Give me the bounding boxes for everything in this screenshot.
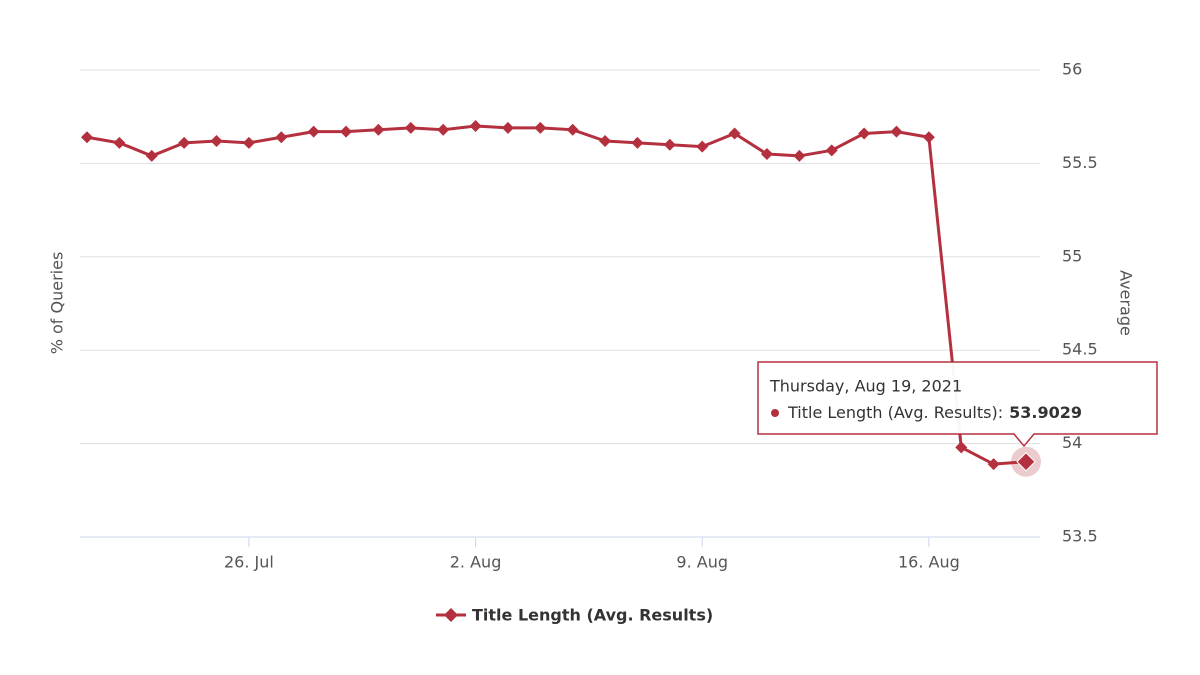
marker	[922, 131, 935, 144]
marker	[81, 131, 93, 144]
marker	[469, 120, 482, 133]
marker	[242, 136, 255, 149]
y-tick-label: 55	[1062, 246, 1082, 265]
marker	[404, 121, 417, 134]
tooltip-dot	[771, 409, 779, 417]
marker	[825, 144, 838, 157]
marker	[113, 136, 126, 149]
marker	[372, 123, 385, 136]
y-tick-label: 54.5	[1062, 340, 1098, 359]
marker	[1016, 452, 1036, 472]
x-tick-label: 26. Jul	[224, 553, 274, 572]
y-axis-title-right: Average	[1117, 270, 1136, 336]
marker	[178, 136, 191, 149]
x-tick-label: 2. Aug	[450, 553, 502, 572]
y-tick-label: 55.5	[1062, 153, 1098, 172]
marker	[210, 134, 223, 147]
tooltip-date: Thursday, Aug 19, 2021	[769, 377, 962, 396]
tooltip-box	[757, 361, 1158, 448]
marker	[534, 121, 547, 134]
marker	[793, 149, 806, 162]
legend-symbol	[444, 608, 458, 622]
y-tick-label: 54	[1062, 433, 1082, 452]
tooltip-value: 53.9029	[1009, 403, 1082, 422]
y-axis-title-left: % of Queries	[48, 252, 67, 355]
tooltip-label: Title Length (Avg. Results):	[787, 403, 1003, 422]
marker	[955, 441, 968, 454]
marker	[858, 127, 871, 140]
marker	[145, 149, 158, 162]
y-tick-label: 53.5	[1062, 527, 1098, 546]
marker	[760, 148, 773, 161]
marker	[890, 125, 903, 138]
y-tick-label: 56	[1062, 60, 1082, 79]
marker	[437, 123, 450, 136]
x-tick-label: 16. Aug	[898, 553, 960, 572]
marker	[728, 127, 741, 140]
marker	[696, 140, 709, 153]
marker	[275, 131, 288, 144]
tooltip: Thursday, Aug 19, 2021 Title Length (Avg.…	[757, 361, 1158, 448]
tooltip-text: Title Length (Avg. Results): 53.9029	[787, 403, 1082, 422]
marker	[599, 134, 612, 147]
marker	[631, 136, 644, 149]
legend-label: Title Length (Avg. Results)	[472, 606, 713, 625]
marker	[663, 138, 676, 151]
legend: Title Length (Avg. Results)	[436, 606, 713, 625]
x-tick-label: 9. Aug	[676, 553, 728, 572]
marker	[307, 125, 320, 138]
marker	[501, 121, 514, 134]
marker	[987, 458, 1000, 471]
marker	[566, 123, 579, 136]
marker	[340, 125, 353, 138]
